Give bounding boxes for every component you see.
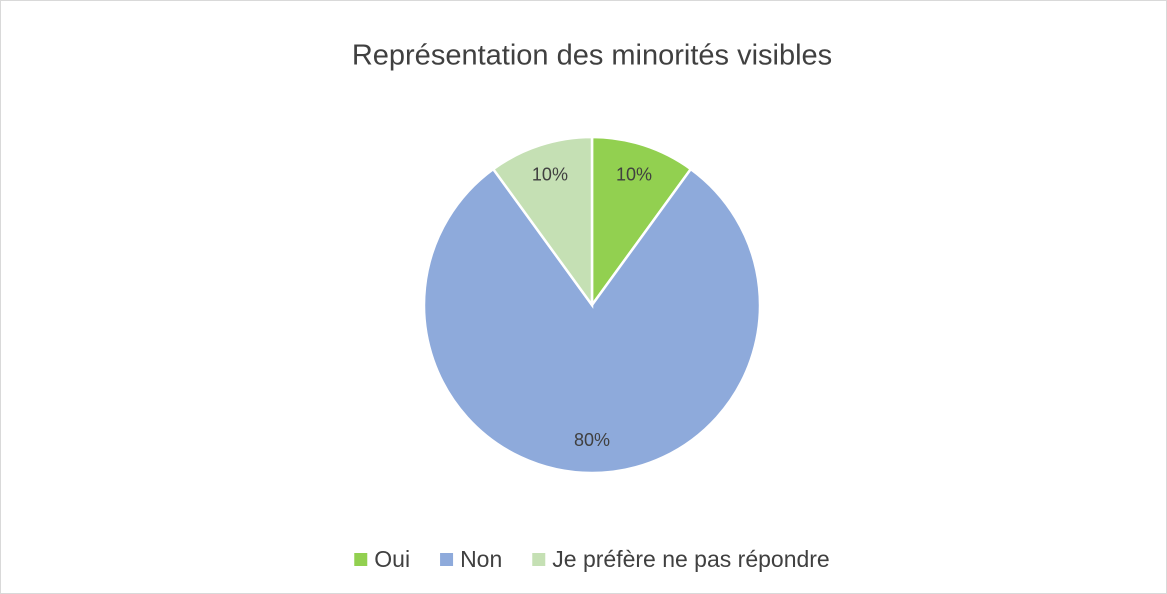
legend-swatch	[440, 553, 454, 566]
legend-label: Je préfère ne pas répondre	[552, 546, 829, 572]
chart-title: Représentation des minorités visibles	[352, 40, 832, 72]
legend-label: Oui	[374, 546, 410, 572]
data-label: 10%	[532, 164, 568, 184]
data-label: 80%	[574, 430, 610, 450]
pie-slice	[590, 135, 693, 309]
legend-swatch	[532, 553, 546, 566]
pie-slice	[422, 167, 762, 475]
pie-slice	[491, 135, 594, 309]
data-label: 10%	[616, 164, 652, 184]
legend-swatch	[354, 553, 368, 566]
legend-label: Non	[460, 546, 502, 572]
